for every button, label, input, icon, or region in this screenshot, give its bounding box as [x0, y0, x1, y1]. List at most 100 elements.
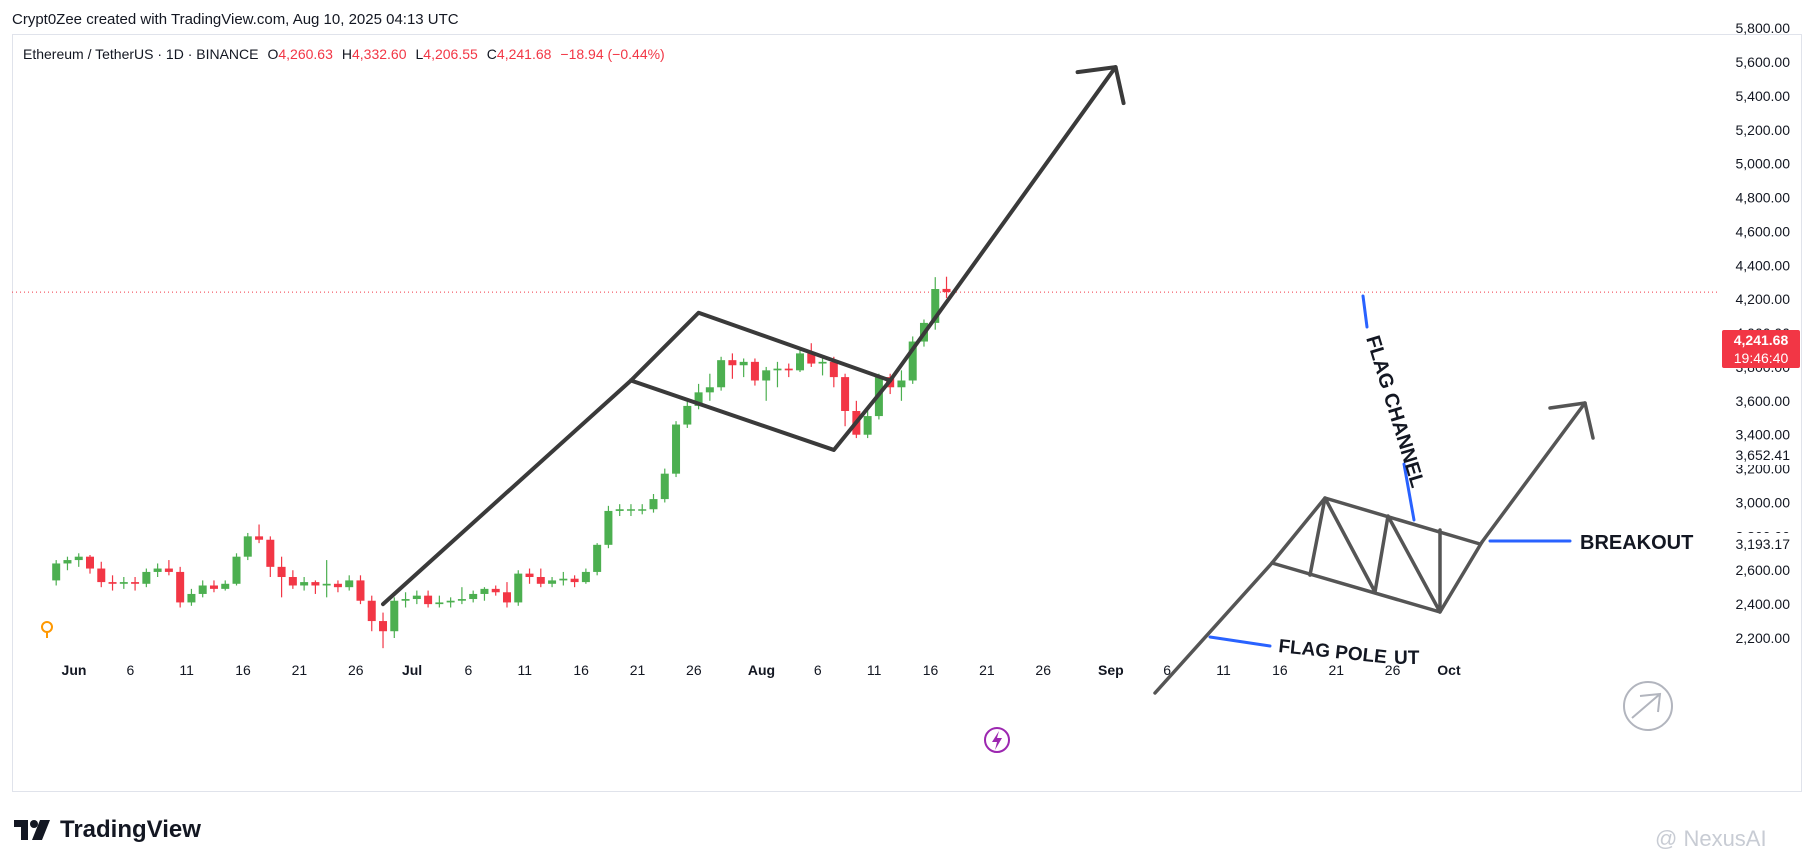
- candle-body: [221, 583, 230, 589]
- candle-body: [660, 473, 669, 500]
- candle-body: [266, 539, 275, 567]
- legend-symbol[interactable]: Ethereum / TetherUS · 1D · BINANCE: [23, 46, 259, 62]
- x-tick-label: 6: [814, 662, 822, 678]
- candle-body: [356, 580, 365, 601]
- y-tick-label: 4,600.00: [1736, 223, 1791, 239]
- legend-high-label: H: [341, 46, 352, 62]
- candle-body: [345, 580, 354, 588]
- last-price-value: 4,241.68: [1734, 332, 1789, 348]
- info-marker-icon[interactable]: [41, 621, 53, 638]
- x-tick-label: 11: [518, 662, 533, 678]
- candle-body: [176, 571, 185, 603]
- callout-lines: [1208, 294, 1572, 648]
- level-badge-2-value: 3,193.17: [1736, 536, 1791, 552]
- x-tick-label: Sep: [1098, 662, 1124, 678]
- flag-schematic: [1153, 401, 1595, 695]
- candle-body: [288, 577, 297, 586]
- candle-body: [807, 353, 816, 364]
- schematic-flag-upper: [1270, 496, 1482, 565]
- candle-body: [97, 568, 106, 583]
- candle-body: [131, 582, 140, 584]
- candle-body: [750, 361, 759, 381]
- x-tick-label: 21: [292, 662, 308, 678]
- candle-body: [63, 560, 72, 564]
- candle-body: [480, 588, 489, 594]
- y-tick-label: 5,400.00: [1736, 88, 1791, 104]
- x-tick-label: Oct: [1437, 662, 1461, 678]
- candle-body: [108, 582, 117, 584]
- candle-body: [333, 583, 342, 588]
- candle-body: [841, 377, 850, 411]
- symbol-legend: Ethereum / TetherUS · 1D · BINANCE O4,260…: [23, 46, 665, 62]
- x-tick-label: Aug: [748, 662, 775, 678]
- candle-body: [119, 582, 128, 584]
- candle-body: [739, 361, 748, 366]
- candle-body: [548, 580, 557, 584]
- candle-body: [491, 588, 500, 593]
- candle-body: [311, 582, 320, 586]
- countdown-value: 19:46:40: [1734, 350, 1789, 366]
- candle-body: [796, 353, 805, 371]
- projection-arrowhead: [1075, 65, 1126, 106]
- event-lightning-icon[interactable]: [984, 727, 1010, 753]
- candle-body: [379, 621, 388, 632]
- x-tick-label: 11: [867, 662, 882, 678]
- schematic-arrowhead: [1548, 401, 1595, 440]
- y-tick-label: 2,600.00: [1736, 562, 1791, 578]
- y-tick-label: 2,200.00: [1736, 630, 1791, 646]
- y-tick-label: 5,600.00: [1736, 54, 1791, 70]
- x-tick-label: 6: [1163, 662, 1171, 678]
- candle-body: [638, 509, 647, 511]
- candle-body: [649, 499, 658, 510]
- candle-body: [412, 595, 421, 600]
- candle-body: [322, 583, 331, 586]
- scroll-realtime-icon[interactable]: [1623, 681, 1673, 731]
- y-tick-label: 3,600.00: [1736, 393, 1791, 409]
- y-tick-label: 5,200.00: [1736, 122, 1791, 138]
- candle-body: [300, 582, 309, 586]
- candle-body: [525, 573, 534, 578]
- level-badge-1: 3,652.41: [1722, 445, 1800, 465]
- flag-pole-suffix-label: UT: [1394, 648, 1420, 669]
- drawing-projection: [888, 65, 1118, 383]
- candle-body: [908, 341, 917, 381]
- y-tick-label: 4,800.00: [1736, 190, 1791, 206]
- y-tick-label: 3,400.00: [1736, 427, 1791, 443]
- candle-body: [164, 568, 173, 572]
- candle-body: [728, 360, 737, 366]
- x-tick-label: 16: [573, 662, 589, 678]
- candle-body: [457, 599, 466, 601]
- flag-channel-label: FLAG CHANNEL: [1361, 333, 1428, 490]
- x-tick-label: 6: [126, 662, 134, 678]
- tradingview-logo-text: TradingView: [60, 816, 201, 843]
- candle-body: [198, 585, 207, 594]
- x-tick-label: Jul: [402, 662, 422, 678]
- x-tick-label: 21: [630, 662, 646, 678]
- x-tick-label: 11: [179, 662, 194, 678]
- x-tick-label: 26: [686, 662, 702, 678]
- legend-open-label: O: [267, 46, 279, 62]
- x-tick-label: 11: [1216, 662, 1231, 678]
- candle-body: [209, 585, 218, 589]
- level-badge-2: 3,193.17: [1722, 533, 1800, 553]
- candle-body: [683, 405, 692, 425]
- x-tick-label: 16: [1272, 662, 1288, 678]
- y-tick-label: 2,400.00: [1736, 596, 1791, 612]
- candle-body: [615, 509, 624, 511]
- candle-body: [773, 368, 782, 371]
- candle-body: [446, 600, 455, 603]
- legend-close: 4,241.68: [496, 46, 552, 62]
- breakout-label: BREAKOUT: [1580, 532, 1693, 554]
- chart-frame: [12, 34, 1802, 792]
- drawing-flag-lower: [628, 378, 893, 452]
- legend-open: 4,260.63: [278, 46, 333, 62]
- candle-body: [435, 602, 444, 605]
- x-tick-label: 21: [1328, 662, 1344, 678]
- x-tick-label: 26: [1385, 662, 1401, 678]
- candle-body: [829, 361, 838, 378]
- tradingview-logo[interactable]: TradingView: [14, 816, 201, 844]
- candle-body: [694, 392, 703, 406]
- candle-body: [424, 595, 433, 605]
- flag-channel-callout-line: [1361, 294, 1369, 329]
